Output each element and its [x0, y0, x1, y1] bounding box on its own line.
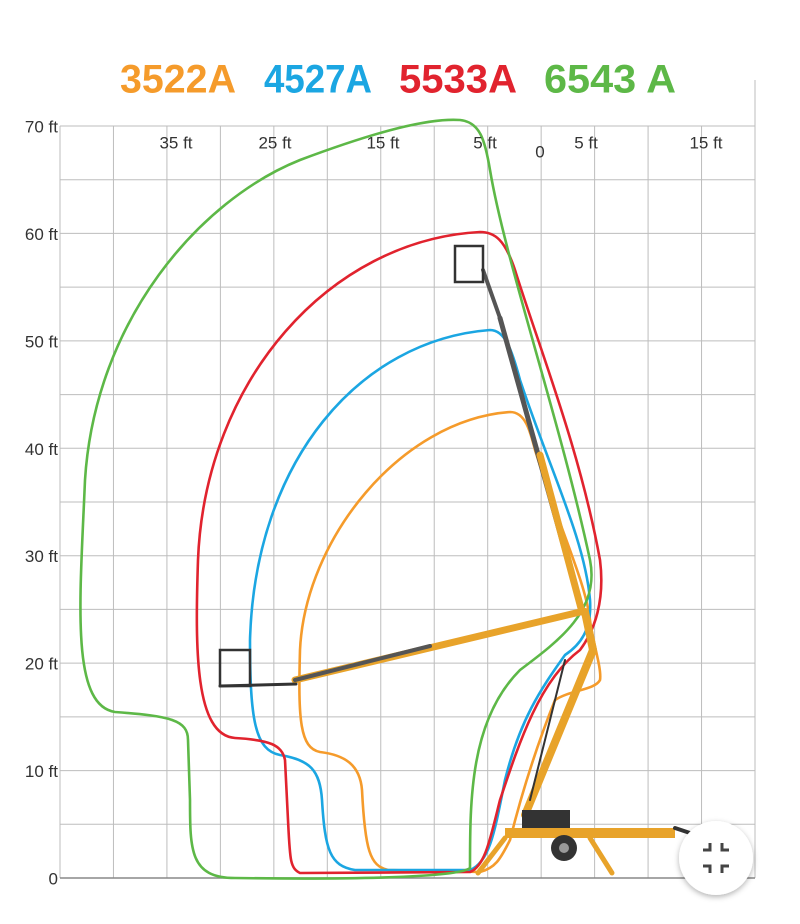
x-tick-label: 15 ft	[366, 133, 399, 152]
legend-label: 6543 A	[544, 58, 676, 102]
y-tick-label: 30 ft	[25, 547, 58, 566]
y-tick-label: 60 ft	[25, 225, 58, 244]
x-tick-label: 5 ft	[473, 133, 497, 152]
legend-label: 4527A	[264, 58, 372, 102]
range-curve-5533a	[195, 230, 603, 875]
y-tick-label: 20 ft	[25, 655, 58, 674]
grid	[59, 80, 756, 879]
y-tick-label: 10 ft	[25, 762, 58, 781]
legend-label: 3522A	[120, 58, 236, 102]
y-tick-label: 70 ft	[25, 117, 58, 136]
y-tick-label: 0	[49, 869, 58, 888]
x-tick-label: 15 ft	[689, 133, 722, 152]
legend-label: 5533A	[399, 58, 517, 102]
range-curve-6543a	[79, 118, 593, 880]
x-tick-label: 35 ft	[159, 133, 192, 152]
x-tick-label: 0	[535, 142, 544, 161]
lift-illustration	[218, 244, 692, 876]
y-tick-label: 50 ft	[25, 332, 58, 351]
exit-fullscreen-button[interactable]	[679, 821, 753, 895]
x-tick-label: 5 ft	[574, 133, 598, 152]
x-tick-label: 25 ft	[258, 133, 291, 152]
y-tick-label: 40 ft	[25, 440, 58, 459]
